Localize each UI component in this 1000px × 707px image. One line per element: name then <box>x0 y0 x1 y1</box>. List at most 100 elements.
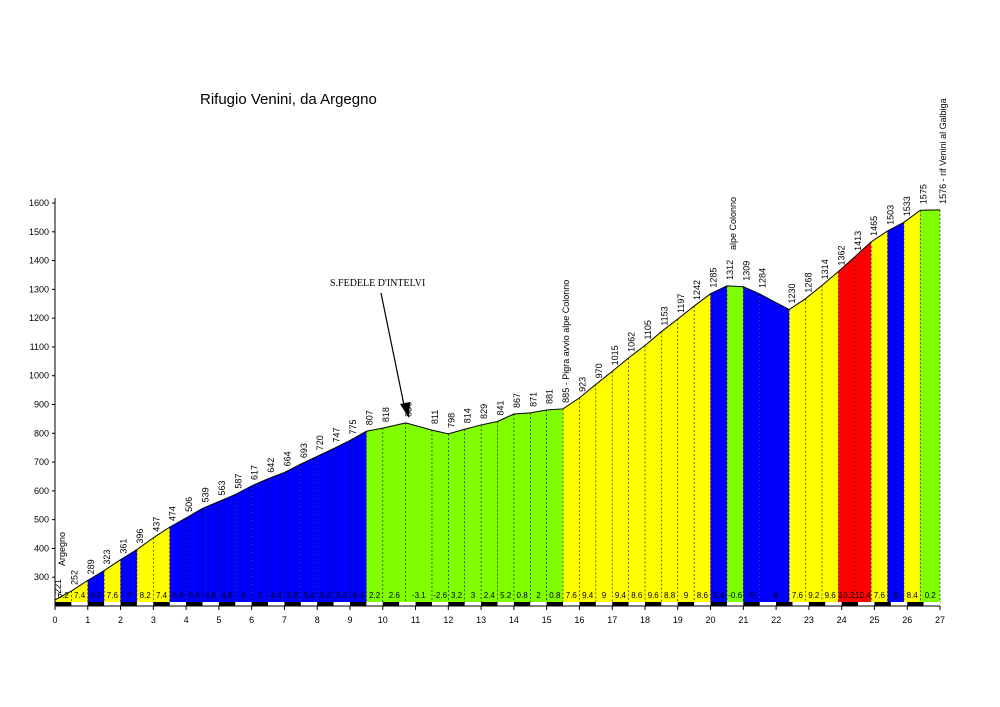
elevation-label: 642 <box>266 458 276 473</box>
x-tick-label: 19 <box>673 615 683 625</box>
y-tick-label: 1100 <box>30 342 49 352</box>
km-band <box>874 602 891 606</box>
grade-label: 6.6 <box>189 591 201 600</box>
grade-label: 10.2 <box>839 591 855 600</box>
grade-label: -2.6 <box>433 591 447 600</box>
elevation-label: 1465 <box>869 216 879 236</box>
x-tick-label: 8 <box>315 615 320 625</box>
x-tick-label: 11 <box>411 615 420 625</box>
km-band <box>235 602 252 606</box>
elevation-label: 720 <box>315 435 325 450</box>
km-band <box>595 602 613 606</box>
segment <box>920 209 940 606</box>
km-band <box>546 602 564 606</box>
grade-label: 6.2 <box>58 591 70 600</box>
arrow-head <box>400 402 410 418</box>
profile-line <box>54 209 941 601</box>
annotation: alpe Colonno <box>728 197 738 250</box>
grade-label: 9.6 <box>648 591 660 600</box>
segment <box>431 430 449 606</box>
segment <box>251 478 269 606</box>
km-band <box>218 602 236 606</box>
elevation-label: 811 <box>430 410 440 424</box>
segment <box>726 285 744 606</box>
grade-label: 5.4 <box>303 591 315 600</box>
segment <box>628 345 645 606</box>
x-tick-label: 1 <box>85 615 90 625</box>
y-tick-label: 1200 <box>29 313 49 323</box>
km-band <box>710 602 727 606</box>
elevation-label: 1314 <box>820 259 830 279</box>
grade-label: 5.8 <box>287 591 299 600</box>
km-band <box>694 602 711 606</box>
grade-label: 6.4 <box>353 591 365 600</box>
elevation-label: 693 <box>299 443 309 458</box>
km-band <box>382 602 400 606</box>
km-band <box>890 602 908 606</box>
elevation-label: 798 <box>446 413 456 428</box>
x-tick-label: 3 <box>151 615 156 625</box>
y-tick-label: 900 <box>34 400 49 410</box>
segment <box>694 293 711 606</box>
elevation-label: 818 <box>381 407 391 422</box>
elevation-label: 1312 <box>725 260 735 280</box>
grade-label: 9.4 <box>582 591 594 600</box>
segment <box>546 408 564 606</box>
x-tick-label: 26 <box>902 615 912 625</box>
x-tick-label: 24 <box>837 615 847 625</box>
km-band <box>579 602 596 606</box>
km-band <box>120 602 137 606</box>
grade-label: 2.6 <box>389 591 401 600</box>
grade-label: -6 <box>771 591 779 600</box>
segment <box>218 494 236 606</box>
elevation-label: 1242 <box>692 280 702 300</box>
km-band <box>645 602 662 606</box>
segment <box>169 517 187 606</box>
elevation-label: 323 <box>102 550 112 565</box>
km-band <box>841 602 859 606</box>
grade-label: 9 <box>602 591 607 600</box>
segment <box>104 559 121 606</box>
km-band <box>186 602 203 606</box>
y-tick-label: 1600 <box>29 198 49 208</box>
km-band <box>563 602 580 606</box>
y-tick-label: 1400 <box>29 256 49 266</box>
elevation-label: 814 <box>463 408 473 423</box>
grade-label: 5.4 <box>713 591 725 600</box>
segment <box>513 412 531 606</box>
grade-label: 4.8 <box>205 591 217 600</box>
km-band <box>530 602 547 606</box>
km-band <box>415 602 432 606</box>
km-band <box>55 602 72 606</box>
km-band <box>923 602 940 606</box>
elevation-label: 923 <box>577 377 587 392</box>
grade-label: -3.1 <box>412 591 426 600</box>
elevation-label: 252 <box>69 570 79 585</box>
annotation: S.FEDELE D'INTELVI <box>330 278 425 289</box>
elevation-label: 1413 <box>853 231 863 251</box>
x-tick-label: 10 <box>378 615 388 625</box>
km-band <box>464 602 482 606</box>
km-band <box>153 602 170 606</box>
segment <box>464 424 482 606</box>
segment <box>120 549 137 606</box>
grade-label: 7.4 <box>74 591 86 600</box>
y-tick-label: 1300 <box>29 284 49 294</box>
grade-label: 0.2 <box>925 591 937 600</box>
elevation-label: 1285 <box>709 268 719 288</box>
km-band <box>399 602 416 606</box>
km-band <box>743 602 760 606</box>
elevation-label: 836 <box>404 402 414 417</box>
segment <box>284 464 301 606</box>
elevation-label: 1197 <box>676 294 686 313</box>
x-tick-label: 15 <box>542 615 552 625</box>
x-tick-label: 0 <box>52 615 57 625</box>
elevation-label: 617 <box>250 465 260 480</box>
x-tick-label: 18 <box>640 615 650 625</box>
segment <box>838 256 855 606</box>
grade-label: 2.4 <box>484 591 496 600</box>
elevation-label: 1105 <box>643 320 653 339</box>
segment <box>405 422 432 606</box>
y-tick-label: 1500 <box>29 227 49 237</box>
elevation-label: 1503 <box>886 205 896 225</box>
